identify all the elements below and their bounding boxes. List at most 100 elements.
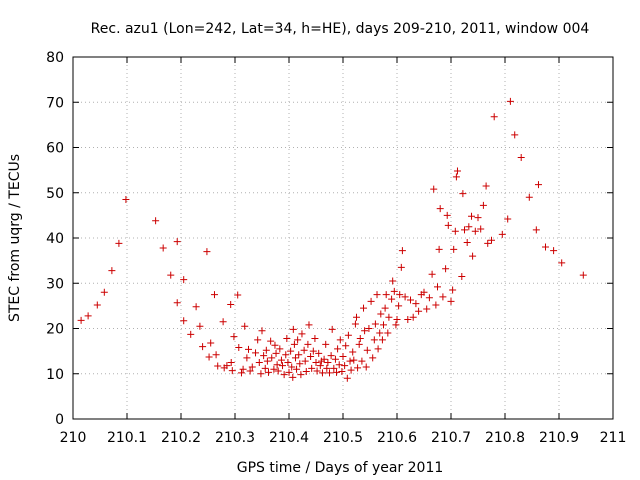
data-point — [334, 345, 342, 353]
data-point — [246, 367, 254, 375]
x-tick-label: 211 — [600, 430, 627, 446]
data-point — [207, 339, 215, 347]
data-point — [358, 357, 366, 365]
data-point — [451, 227, 459, 235]
data-point — [180, 276, 188, 284]
data-point — [490, 113, 498, 121]
data-point — [447, 297, 455, 305]
data-point — [415, 307, 423, 315]
data-point — [180, 317, 188, 325]
data-point — [291, 354, 299, 362]
data-point — [287, 347, 295, 355]
data-points — [77, 97, 587, 382]
data-point — [84, 312, 92, 320]
x-axis-label: GPS time / Days of year 2011 — [237, 460, 444, 476]
data-point — [465, 223, 473, 231]
data-point — [434, 283, 441, 291]
data-point — [77, 316, 85, 324]
data-point — [468, 212, 476, 220]
data-point — [331, 355, 339, 363]
grid-lines — [73, 57, 613, 419]
data-point — [407, 296, 414, 304]
data-point — [255, 358, 263, 366]
data-point — [453, 167, 461, 175]
data-point — [506, 97, 514, 105]
data-point — [362, 363, 370, 371]
data-point — [328, 325, 336, 333]
data-point — [469, 252, 477, 260]
data-point — [280, 371, 288, 379]
data-point — [296, 360, 304, 368]
data-point — [380, 321, 387, 329]
y-tick-label: 60 — [46, 141, 64, 157]
data-point — [423, 305, 431, 313]
x-tick-label: 210.5 — [323, 430, 363, 446]
data-point — [277, 356, 285, 364]
data-point — [313, 367, 321, 375]
data-point — [461, 226, 468, 234]
data-point — [271, 341, 279, 349]
data-point — [258, 327, 266, 335]
x-tick-labels: 210 210.1 210.2 210.3 210.4 210.5 210.6 210.7 21… — [60, 430, 627, 446]
data-point — [436, 205, 444, 213]
data-point — [430, 185, 438, 193]
data-point — [308, 364, 316, 372]
data-point — [342, 342, 350, 350]
data-point — [558, 259, 566, 267]
data-point — [356, 334, 364, 342]
data-point — [517, 153, 525, 161]
y-tick-label: 20 — [46, 322, 64, 338]
data-point — [425, 294, 433, 302]
x-tick-label: 210 — [60, 430, 87, 446]
data-point — [302, 367, 310, 375]
data-point — [227, 358, 235, 366]
data-point — [326, 369, 333, 377]
data-point — [289, 373, 297, 381]
data-point — [283, 334, 291, 342]
y-tick-label: 0 — [55, 412, 64, 428]
data-point — [152, 217, 160, 225]
x-tick-label: 210.3 — [215, 430, 255, 446]
data-point — [344, 331, 352, 339]
data-point — [173, 299, 181, 307]
data-point — [354, 364, 362, 372]
data-point — [396, 291, 404, 299]
data-point — [349, 348, 357, 356]
data-point — [300, 346, 308, 354]
data-point — [432, 301, 440, 309]
data-point — [442, 265, 450, 273]
data-point — [435, 245, 443, 253]
y-tick-label: 50 — [46, 186, 64, 202]
data-point — [261, 364, 269, 372]
x-tick-label: 210.2 — [161, 430, 201, 446]
data-point — [341, 362, 349, 370]
data-point — [167, 271, 175, 279]
data-point — [248, 363, 256, 371]
data-point — [159, 244, 167, 252]
data-point — [289, 325, 297, 333]
data-point — [397, 263, 405, 271]
data-point — [351, 320, 359, 328]
data-point — [404, 315, 412, 323]
data-point — [273, 361, 281, 369]
data-point — [115, 239, 123, 247]
data-point — [395, 302, 403, 310]
data-point — [324, 358, 332, 366]
data-point — [401, 293, 409, 301]
data-point — [205, 353, 213, 361]
data-point — [353, 313, 360, 321]
data-point — [187, 330, 195, 338]
data-point — [264, 368, 272, 376]
data-point — [336, 336, 344, 344]
data-point — [295, 351, 303, 359]
data-point — [450, 245, 458, 253]
data-point — [276, 345, 284, 353]
data-point — [361, 327, 369, 335]
data-point — [458, 272, 466, 280]
data-point — [327, 352, 335, 360]
data-point — [392, 321, 400, 329]
chart-title: Rec. azu1 (Lon=242, Lat=34, h=HE), days … — [91, 21, 590, 37]
data-point — [223, 362, 231, 370]
data-point — [532, 226, 540, 234]
